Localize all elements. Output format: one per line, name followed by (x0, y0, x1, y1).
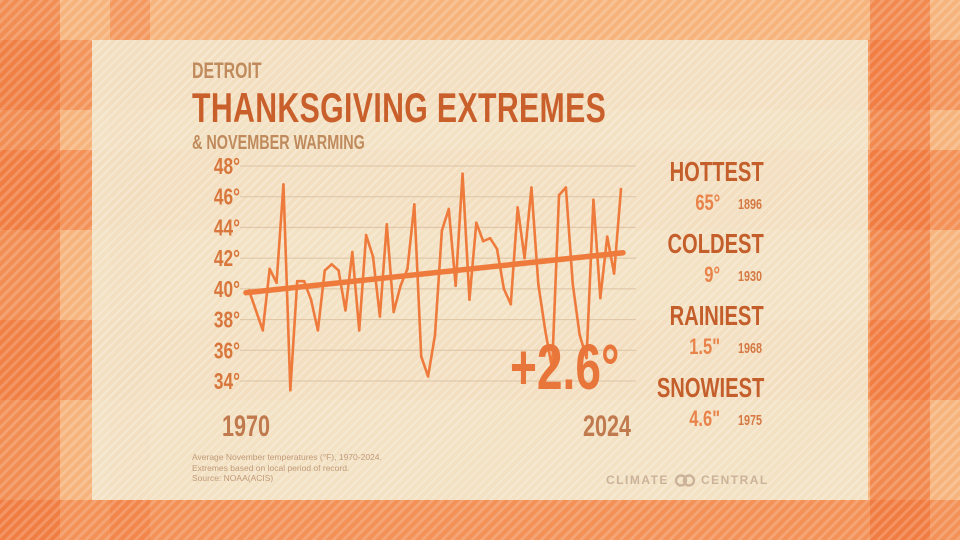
data-point (468, 298, 471, 301)
logo-text-right: CENTRAL (700, 473, 769, 487)
subtitle: & NOVEMBER WARMING (192, 132, 432, 155)
data-point (495, 247, 499, 251)
data-point (454, 284, 457, 288)
data-point (447, 207, 451, 211)
data-point (268, 267, 271, 271)
data-point (537, 282, 540, 286)
data-point (295, 279, 299, 283)
data-point (344, 309, 347, 312)
data-point (557, 193, 561, 197)
city-text: DETROIT (192, 58, 262, 83)
data-point (413, 203, 416, 206)
y-tick-label: 38° (214, 308, 240, 333)
data-point (275, 281, 278, 285)
x-tick-label: 1970 (222, 410, 271, 443)
climate-central-logo: CLIMATE CENTRAL (606, 473, 769, 487)
subtitle-text: & NOVEMBER WARMING (192, 132, 365, 154)
data-point (516, 206, 519, 209)
data-point (254, 309, 258, 312)
data-point (419, 355, 423, 358)
data-point (378, 315, 382, 318)
trend-line (243, 250, 626, 296)
data-point (289, 388, 292, 392)
page-title: THANKSGIVING EXTREMES (192, 84, 767, 132)
data-point (612, 272, 616, 275)
data-point (406, 267, 409, 271)
data-point (351, 250, 354, 254)
data-point (364, 233, 368, 237)
data-point (578, 333, 581, 337)
y-tick-label: 42° (214, 247, 240, 272)
snowiest-year: 1975 (738, 412, 763, 429)
x-tick-start: 1970 (222, 410, 289, 444)
coldest-label: COLDEST (667, 228, 764, 259)
data-point (357, 329, 361, 332)
data-point (543, 329, 547, 332)
data-point (392, 310, 395, 314)
rainiest-label: RAINIEST (669, 300, 764, 331)
data-point (323, 269, 327, 272)
data-point (426, 375, 430, 378)
footnote-line: Source: NOAA(ACIS) (192, 473, 274, 483)
title-text: THANKSGIVING EXTREMES (192, 84, 607, 131)
y-tick-label: 40° (214, 278, 240, 303)
hottest-year: 1896 (738, 196, 763, 213)
footnote: Average November temperatures (°F), 1970… (192, 452, 382, 484)
y-tick-label: 34° (214, 370, 240, 395)
warming-annotation: +2.6° (510, 330, 662, 404)
data-point (592, 198, 595, 202)
data-point (550, 367, 554, 371)
data-point (475, 221, 478, 225)
warming-text: +2.6° (510, 331, 620, 403)
data-point (619, 187, 623, 191)
y-tick-label: 46° (214, 185, 240, 210)
footnote-line: Extremes based on local period of record… (192, 462, 350, 473)
data-point (440, 229, 444, 232)
data-point (605, 235, 609, 238)
data-point (481, 239, 485, 243)
rainiest-year: 1968 (738, 340, 763, 357)
y-tick-label: 44° (214, 216, 240, 241)
hottest-label: HOTTEST (669, 156, 764, 187)
data-point (337, 269, 340, 272)
data-point (371, 255, 375, 258)
logo-rings-icon (674, 473, 696, 487)
data-point (316, 329, 320, 332)
data-point (502, 287, 506, 291)
data-point (585, 356, 588, 360)
logo-text-left: CLIMATE (606, 473, 669, 487)
y-tick-label: 48° (214, 155, 240, 180)
hottest-value: 65° (695, 190, 720, 215)
data-point (530, 186, 533, 189)
data-point (261, 329, 265, 332)
footnote-line: Average November temperatures (°F), 1970… (192, 452, 382, 462)
snowiest-label: SNOWIEST (656, 372, 764, 403)
data-point (523, 256, 526, 260)
y-tick-label: 36° (214, 339, 240, 364)
coldest-year: 1930 (738, 268, 763, 285)
rainiest-value: 1.5" (689, 334, 720, 359)
x-tick-end: 2024 (583, 410, 650, 444)
data-point (433, 333, 437, 337)
data-point (571, 282, 575, 286)
data-point (330, 262, 333, 266)
data-point (302, 279, 306, 283)
data-point (309, 298, 313, 301)
snowiest-value: 4.6" (689, 406, 720, 431)
data-point (509, 302, 513, 306)
data-point (488, 236, 492, 240)
data-point (399, 284, 402, 288)
x-tick-label: 2024 (583, 410, 632, 443)
data-point (564, 186, 568, 189)
data-point (282, 183, 285, 186)
coldest-value: 9° (704, 262, 720, 287)
data-point (599, 296, 602, 300)
data-point (461, 172, 464, 175)
data-point (385, 223, 389, 226)
city-label: DETROIT (192, 58, 289, 84)
